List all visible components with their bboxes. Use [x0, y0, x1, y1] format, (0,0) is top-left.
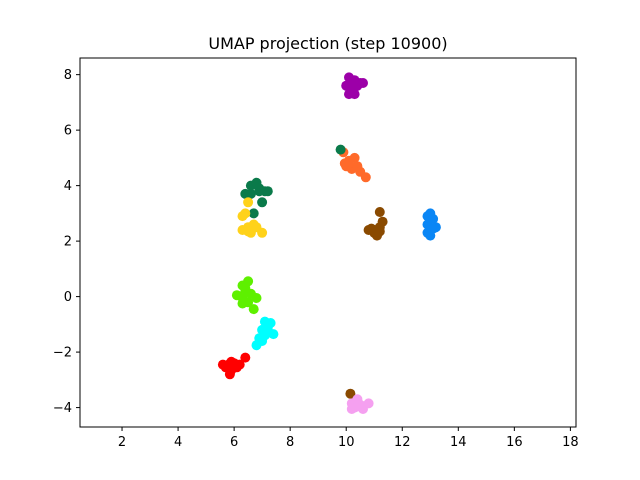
x-tick-label: 14 [450, 435, 467, 450]
data-point [224, 369, 235, 380]
data-point [248, 208, 259, 219]
data-point [345, 388, 356, 399]
x-tick-label: 8 [286, 435, 294, 450]
y-axis: −4 −2 0 2 4 6 8 [53, 68, 80, 416]
x-tick-label: 2 [118, 435, 126, 450]
data-point [240, 352, 251, 363]
data-point [237, 298, 248, 309]
data-point [248, 304, 259, 315]
data-point [335, 144, 346, 155]
data-point [346, 78, 357, 88]
data-point [374, 207, 385, 217]
data-point [262, 324, 273, 335]
data-point [254, 186, 265, 197]
y-tick-label: 6 [64, 124, 72, 139]
x-tick-label: 10 [338, 435, 355, 450]
y-tick-label: 2 [64, 235, 72, 250]
y-tick-label: 4 [64, 179, 72, 194]
y-tick-label: 0 [64, 290, 72, 305]
chart-title: UMAP projection (step 10900) [208, 34, 447, 53]
y-tick-label: −4 [53, 401, 72, 416]
data-point [358, 78, 368, 88]
data-point [428, 223, 439, 234]
data-point [237, 211, 248, 222]
x-tick-label: 4 [174, 435, 182, 450]
x-tick-label: 18 [562, 435, 579, 450]
x-tick-label: 16 [506, 435, 523, 450]
data-point [360, 172, 371, 183]
data-point [245, 188, 256, 199]
points-layer [217, 72, 441, 414]
data-point [251, 340, 262, 351]
y-tick-label: −2 [53, 346, 72, 361]
data-point [352, 401, 363, 412]
x-axis: 2 4 6 8 10 12 14 16 18 [118, 427, 579, 450]
data-point [229, 358, 240, 369]
data-point [243, 197, 254, 208]
data-point [243, 226, 254, 237]
data-point [349, 89, 360, 100]
plot-frame [79, 57, 577, 428]
data-point [262, 186, 273, 197]
data-point [339, 158, 350, 169]
y-tick-label: 8 [64, 68, 72, 83]
x-tick-label: 6 [230, 435, 238, 450]
data-point [257, 197, 268, 208]
data-point [240, 283, 251, 294]
data-point [251, 293, 262, 303]
x-tick-label: 12 [394, 435, 411, 450]
data-point [257, 227, 268, 238]
data-point [374, 222, 385, 233]
